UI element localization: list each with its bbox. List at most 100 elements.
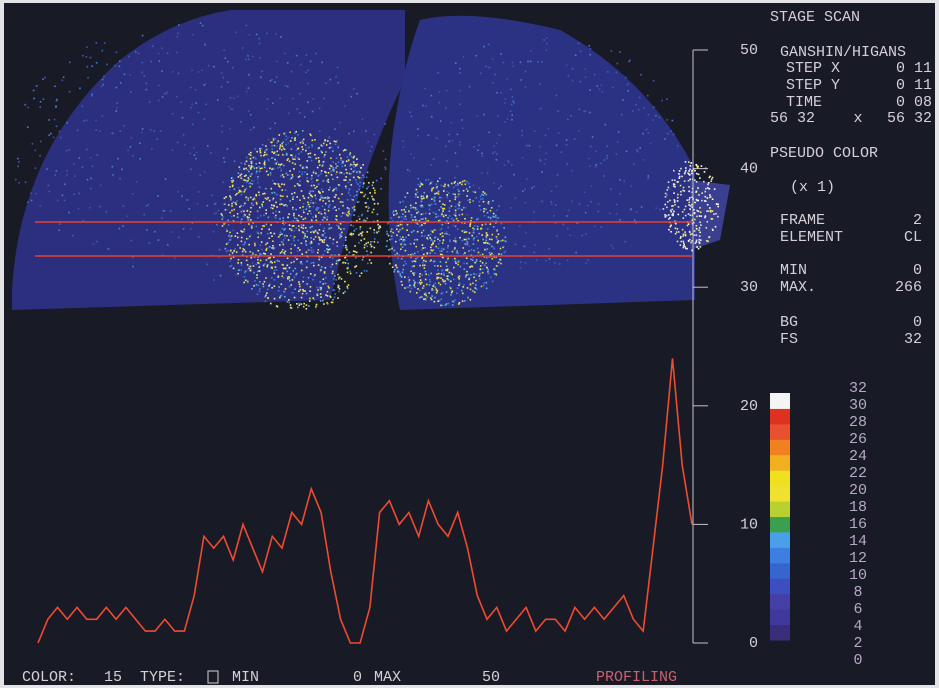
colorbar-label: 22 [849, 465, 867, 482]
speckle [307, 70, 309, 72]
speckle [279, 166, 281, 168]
speckle [585, 262, 587, 264]
speckle [353, 161, 355, 163]
speckle [477, 240, 479, 242]
speckle [324, 217, 326, 219]
speckle [483, 194, 485, 196]
speckle [191, 70, 193, 72]
speckle [261, 204, 263, 206]
speckle [360, 192, 362, 194]
speckle [374, 190, 376, 192]
speckle [688, 173, 690, 175]
speckle [313, 206, 315, 208]
speckle [279, 234, 281, 236]
speckle [281, 189, 283, 191]
speckle [278, 185, 280, 187]
speckle [478, 252, 480, 254]
speckle [254, 280, 256, 282]
speckle [342, 201, 344, 203]
speckle [256, 151, 258, 153]
speckle [685, 167, 687, 169]
speckle [615, 72, 617, 74]
speckle [677, 145, 679, 147]
speckle [477, 149, 479, 151]
speckle [259, 291, 261, 293]
colorbar-label: 6 [853, 601, 862, 618]
speckle [627, 84, 629, 86]
speckle [701, 200, 703, 202]
speckle [161, 47, 163, 49]
color-band [770, 501, 790, 517]
speckle [301, 224, 303, 226]
speckle [520, 267, 522, 269]
speckle [210, 152, 212, 154]
speckle [683, 217, 685, 219]
speckle [197, 203, 199, 205]
speckle [260, 232, 262, 234]
speckle [481, 228, 483, 230]
speckle [569, 235, 571, 237]
speckle [664, 214, 666, 216]
speckle [417, 282, 419, 284]
speckle [482, 254, 484, 256]
speckle [411, 116, 413, 118]
speckle [630, 208, 632, 210]
speckle [183, 228, 185, 230]
speckle [248, 178, 250, 180]
speckle [249, 251, 251, 253]
speckle [204, 118, 206, 120]
speckle [636, 211, 638, 213]
speckle [18, 161, 20, 163]
speckle [405, 263, 407, 265]
speckle [317, 179, 319, 181]
speckle [358, 189, 360, 191]
speckle [316, 287, 318, 289]
speckle [485, 194, 487, 196]
speckle [286, 173, 288, 175]
speckle [462, 127, 464, 129]
speckle [62, 80, 64, 82]
speckle [712, 198, 714, 200]
speckle [323, 156, 325, 158]
speckle [468, 279, 470, 281]
footer-label: MIN [232, 669, 259, 686]
speckle [600, 163, 602, 165]
speckle [264, 253, 266, 255]
speckle [425, 279, 427, 281]
speckle [688, 204, 690, 206]
speckle [513, 174, 515, 176]
speckle [415, 209, 417, 211]
speckle [426, 195, 428, 197]
speckle [294, 132, 296, 134]
speckle [353, 196, 355, 198]
speckle [282, 242, 284, 244]
speckle [313, 98, 315, 100]
speckle [245, 168, 247, 170]
speckle [463, 190, 465, 192]
speckle [360, 240, 362, 242]
speckle [204, 171, 206, 173]
speckle [451, 183, 453, 185]
speckle [461, 119, 463, 121]
speckle [659, 209, 661, 211]
speckle [250, 234, 252, 236]
speckle [637, 151, 639, 153]
speckle [276, 146, 278, 148]
speckle [313, 262, 315, 264]
speckle [73, 193, 75, 195]
speckle [469, 232, 471, 234]
speckle [368, 186, 370, 188]
speckle [476, 274, 478, 276]
speckle [323, 143, 325, 145]
value: 0 11 [896, 77, 932, 94]
speckle [224, 203, 226, 205]
speckle [344, 165, 346, 167]
speckle [371, 184, 373, 186]
speckle [457, 184, 459, 186]
speckle [430, 249, 432, 251]
speckle [228, 204, 230, 206]
speckle [228, 235, 230, 237]
speckle [699, 235, 701, 237]
speckle [709, 188, 711, 190]
speckle [141, 62, 143, 64]
